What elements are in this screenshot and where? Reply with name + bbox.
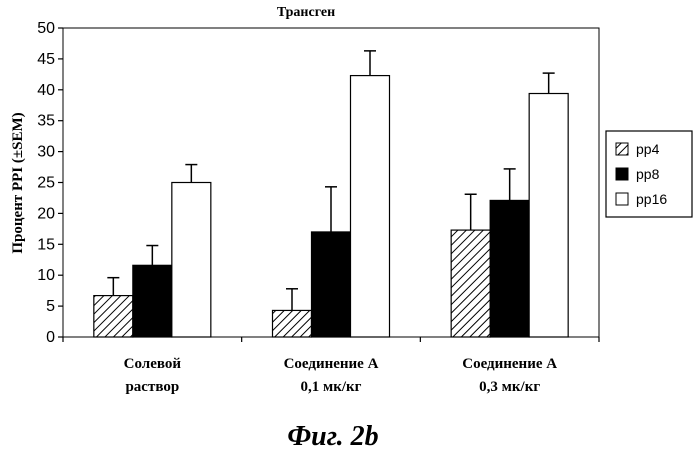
y-tick-label: 5	[46, 298, 55, 315]
y-axis-label: Процент PPI (±SEM)	[10, 112, 26, 253]
legend-swatch-pp4	[615, 142, 629, 156]
legend-swatch-pp8	[615, 167, 629, 181]
legend-swatch-pp16	[615, 192, 629, 206]
category-label: 0,1 мк/кг	[301, 379, 362, 395]
y-tick-label: 35	[37, 113, 55, 130]
category-label: Соединение А	[284, 356, 379, 372]
bar-pp8	[489, 199, 530, 338]
y-tick-label: 15	[37, 236, 55, 253]
figure-caption: Фиг. 2b	[287, 421, 378, 452]
category-label: Солевой	[124, 356, 182, 372]
y-tick-label: 10	[37, 267, 55, 284]
y-tick-label: 0	[46, 329, 55, 346]
bar-pp16	[171, 181, 212, 338]
chart-title: Трансген	[277, 5, 335, 20]
bar-pp4	[450, 229, 491, 338]
bar-pp16	[349, 74, 391, 338]
category-label: 0,3 мк/кг	[479, 379, 540, 395]
bar-pp4	[93, 294, 134, 338]
legend-label-pp16: pp16	[636, 191, 667, 207]
y-tick-label: 30	[37, 144, 55, 161]
y-tick-label: 50	[37, 20, 55, 37]
legend: pp4 pp8 pp16	[605, 130, 693, 218]
plot-area: 0 5 10 15 20 25 30 35 40 45 50 Солевой раствор Соедин…	[37, 20, 600, 395]
bar-pp8	[310, 231, 352, 338]
y-tick-label: 20	[37, 205, 55, 222]
legend-label-pp8: pp8	[636, 166, 660, 182]
bar-pp16	[528, 92, 569, 338]
y-tick-label: 25	[37, 175, 55, 192]
category-label: раствор	[125, 379, 179, 395]
category-label: Соединение А	[462, 356, 557, 372]
y-tick-label: 45	[37, 51, 55, 68]
y-tick-label: 40	[37, 82, 55, 99]
legend-label-pp4: pp4	[636, 141, 660, 157]
bar-pp8	[132, 264, 173, 338]
bar-pp4	[271, 309, 313, 338]
